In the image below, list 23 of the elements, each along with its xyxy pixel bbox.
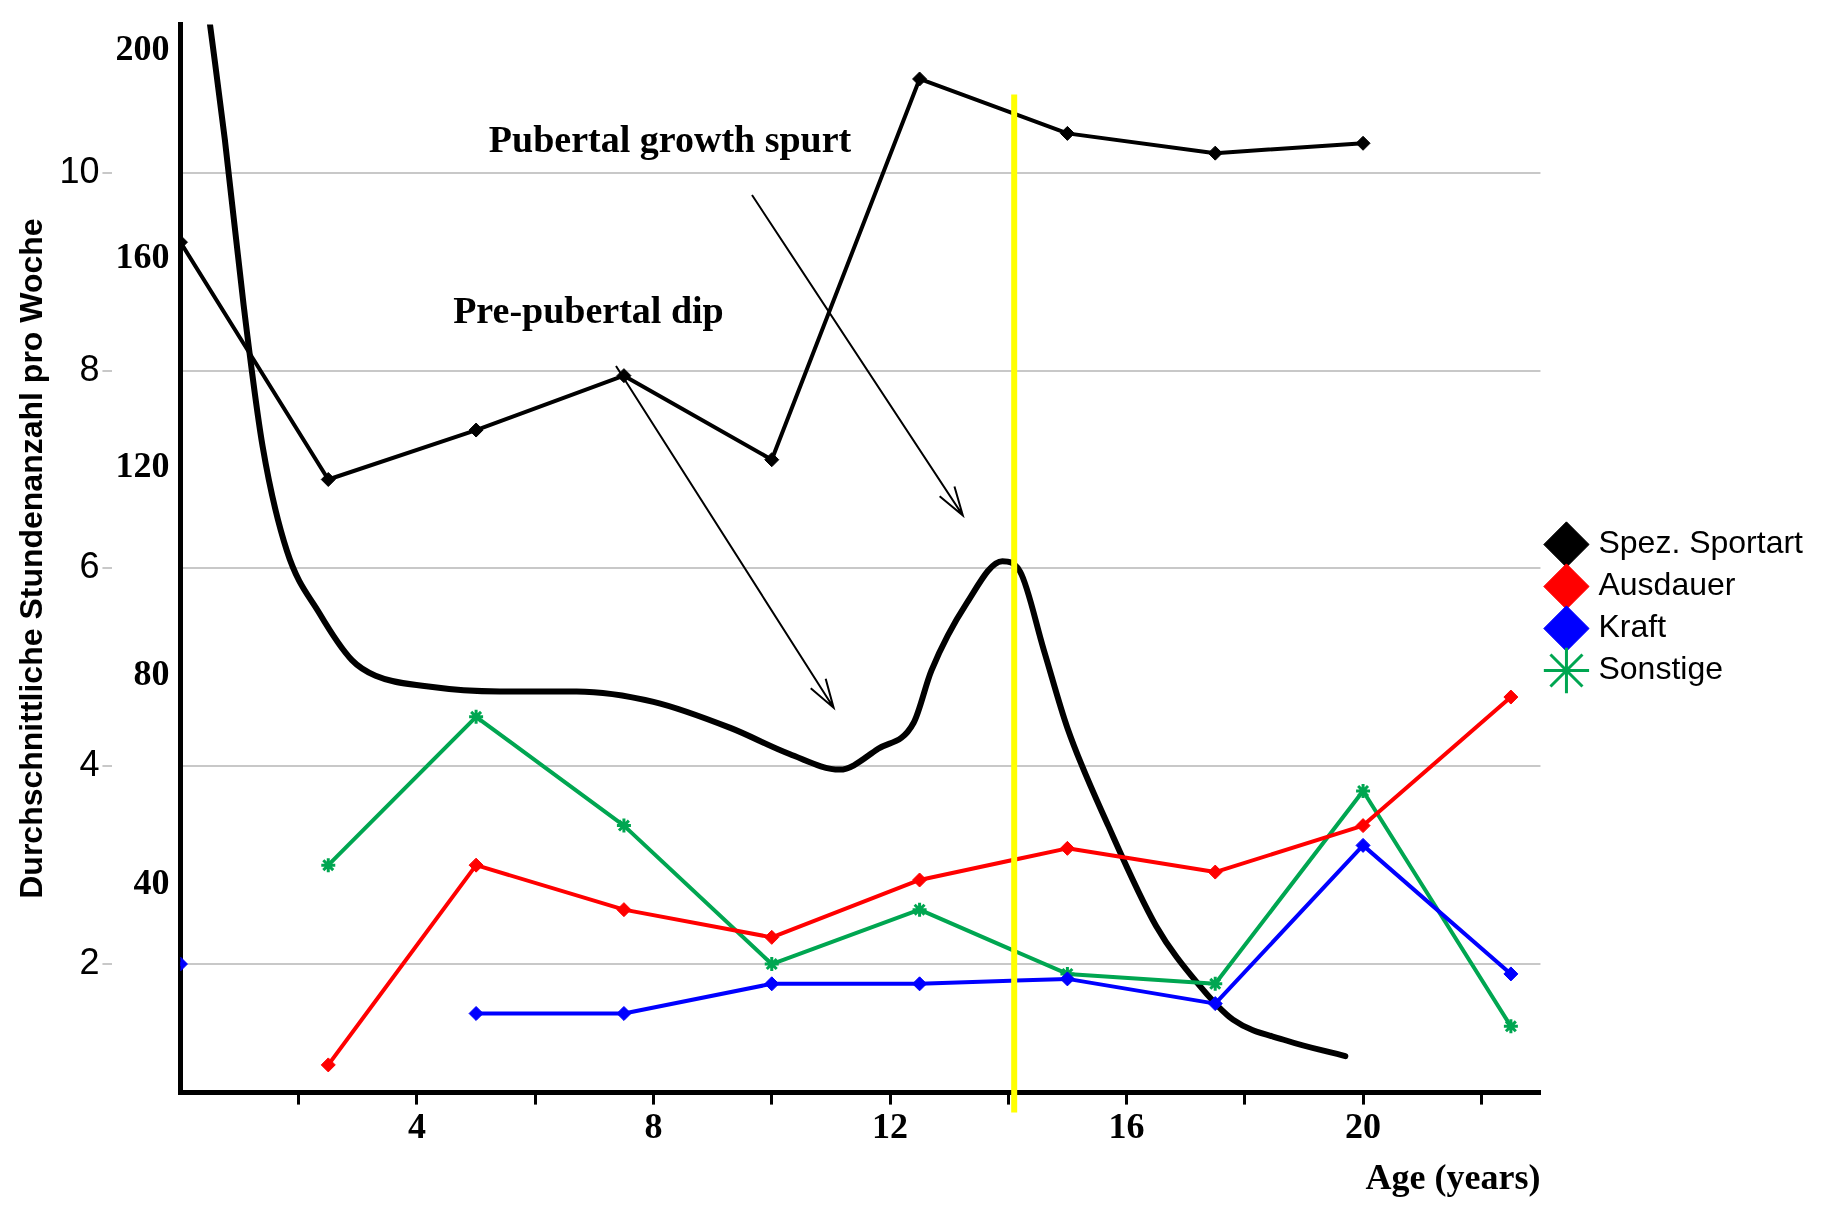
y2-tick-label: 80 <box>133 653 170 694</box>
x-tick-label: 8 <box>644 1106 663 1147</box>
x-tick-label: 4 <box>407 1106 426 1147</box>
y2-tick-label: 40 <box>133 861 170 902</box>
x-tick-label: 16 <box>1108 1106 1145 1147</box>
legend-label: Kraft <box>1598 608 1667 645</box>
y-tick-label: 10 <box>59 149 100 191</box>
x-tick-label: 12 <box>872 1106 909 1147</box>
annotation: Pre-pubertal dip <box>453 288 724 331</box>
y2-tick-label: 120 <box>115 444 170 485</box>
y-tick-label: 6 <box>79 545 100 587</box>
y-axis-title: Durchschnittliche Stundenanzahl pro Woche <box>13 218 50 899</box>
y-tick-label: 8 <box>79 347 100 389</box>
legend-label: Ausdauer <box>1598 566 1736 603</box>
annotation: Pubertal growth spurt <box>488 117 852 160</box>
legend-label: Sonstige <box>1598 650 1723 687</box>
y-tick-label: 2 <box>79 940 100 982</box>
y2-tick-label: 200 <box>115 27 170 68</box>
y2-tick-label: 160 <box>115 236 170 277</box>
x-tick-label: 20 <box>1345 1106 1382 1147</box>
y-tick-label: 4 <box>79 743 100 785</box>
x-axis-title: Age (years) <box>1365 1156 1541 1197</box>
legend-label: Spez. Sportart <box>1598 524 1804 561</box>
